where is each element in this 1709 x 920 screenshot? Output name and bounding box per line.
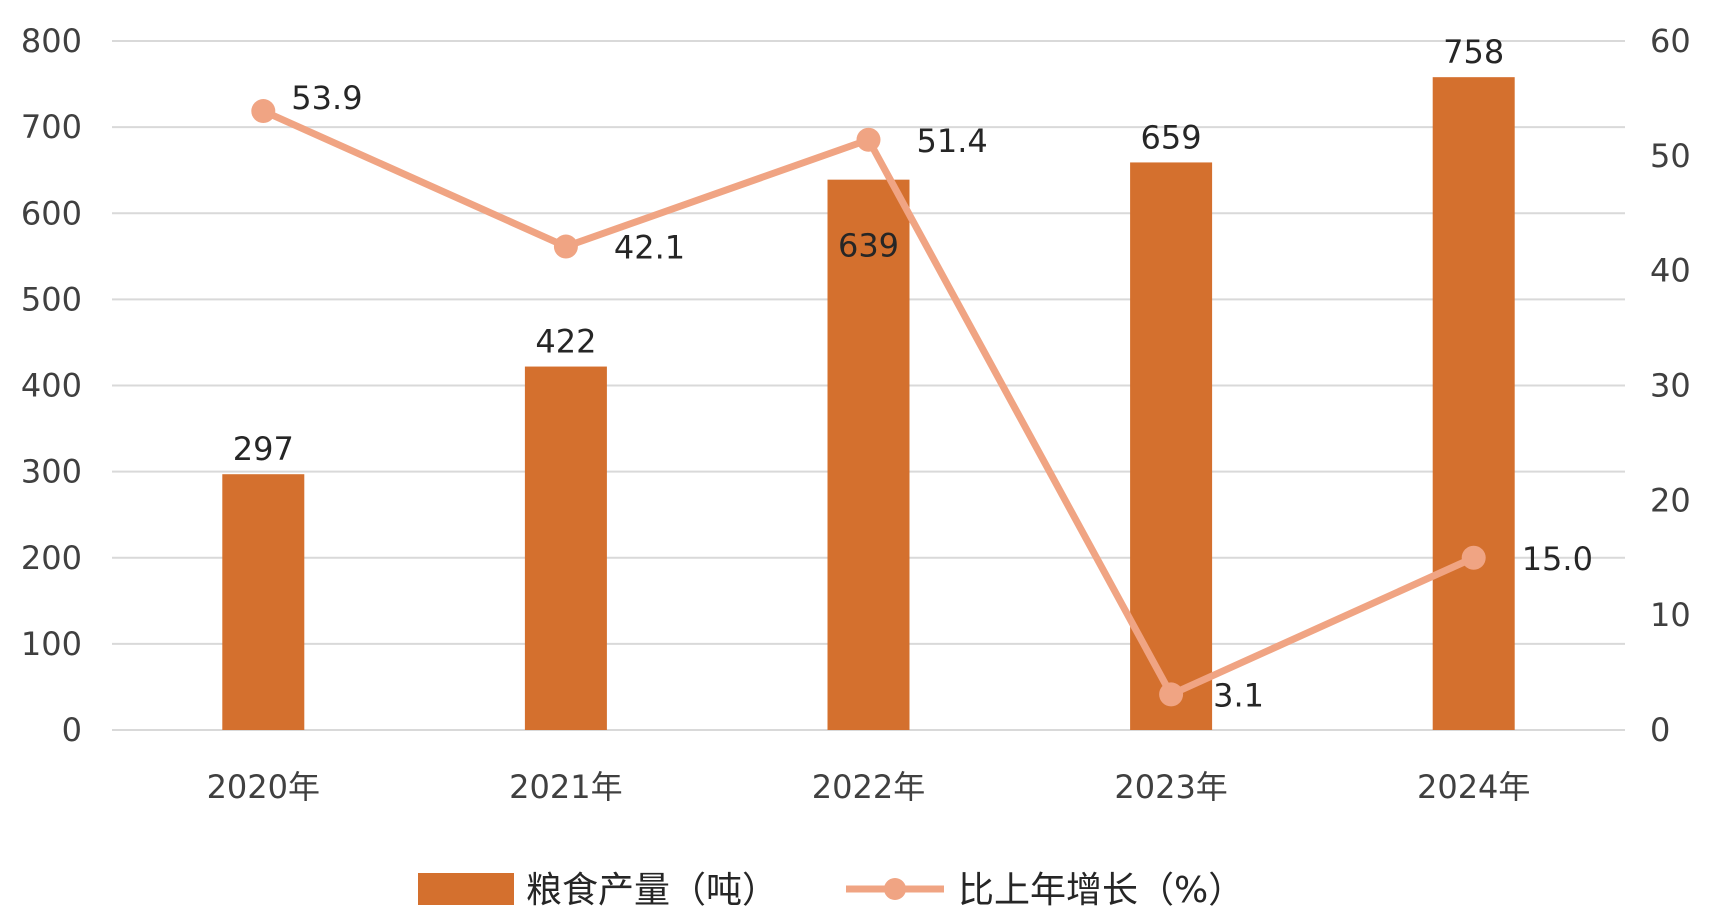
y-left-tick-label: 800 — [21, 22, 82, 60]
y-left-tick-label: 300 — [21, 453, 82, 491]
bar — [222, 474, 305, 730]
bar — [827, 179, 910, 730]
x-tick-label: 2021年 — [509, 768, 622, 806]
bar-series — [222, 77, 1515, 731]
line-point — [1461, 545, 1486, 570]
bar-value-label: 422 — [535, 323, 596, 361]
y-left-tick-label: 200 — [21, 539, 82, 577]
line-value-label: 15.0 — [1522, 540, 1593, 578]
bar-value-label: 659 — [1141, 118, 1202, 156]
bar — [524, 366, 607, 730]
y-right-tick-label: 30 — [1650, 367, 1691, 405]
line-series — [251, 99, 1486, 707]
y-right-tick-label: 40 — [1650, 252, 1691, 290]
line-point — [856, 127, 881, 152]
y-right-tick-label: 50 — [1650, 137, 1691, 175]
x-tick-label: 2022年 — [812, 768, 925, 806]
legend: 粮食产量（吨） 比上年增长（%） — [418, 870, 1244, 911]
y-left-tick-label: 500 — [21, 280, 82, 318]
y-right-tick-label: 10 — [1650, 596, 1691, 634]
line-value-label: 42.1 — [614, 229, 685, 267]
line-point — [1159, 682, 1184, 707]
y-right-tick-label: 0 — [1650, 711, 1670, 749]
line-point — [553, 234, 578, 259]
line-point — [251, 99, 276, 124]
axis-ticks: 0 100 200 300 400 500 600 700 800 0 10 20 30 40 50 60 20… — [21, 22, 1691, 806]
y-right-tick-label: 60 — [1650, 22, 1691, 60]
legend-line-label: 比上年增长（%） — [958, 870, 1244, 911]
bar — [1130, 162, 1213, 730]
y-left-tick-label: 600 — [21, 194, 82, 232]
line-value-label: 53.9 — [291, 79, 362, 117]
line-value-label: 3.1 — [1213, 676, 1264, 714]
y-left-tick-label: 400 — [21, 367, 82, 405]
x-tick-label: 2024年 — [1417, 768, 1530, 806]
y-right-tick-label: 20 — [1650, 481, 1691, 519]
y-left-tick-label: 100 — [21, 625, 82, 663]
bar — [1432, 77, 1515, 731]
x-tick-label: 2023年 — [1114, 768, 1227, 806]
line-value-label: 51.4 — [917, 122, 988, 160]
data-labels: 297 422 639 659 758 53.9 42.1 51.4 3.1 15.0 — [233, 33, 1593, 714]
bar-value-label: 639 — [838, 227, 899, 265]
bar-value-label: 758 — [1443, 33, 1504, 71]
bar-value-label: 297 — [233, 430, 294, 468]
y-left-tick-label: 700 — [21, 108, 82, 146]
legend-bar-label: 粮食产量（吨） — [526, 870, 778, 911]
y-left-tick-label: 0 — [62, 711, 82, 749]
legend-line-marker — [884, 878, 906, 900]
legend-bar-swatch — [418, 873, 514, 905]
x-tick-label: 2020年 — [207, 768, 320, 806]
